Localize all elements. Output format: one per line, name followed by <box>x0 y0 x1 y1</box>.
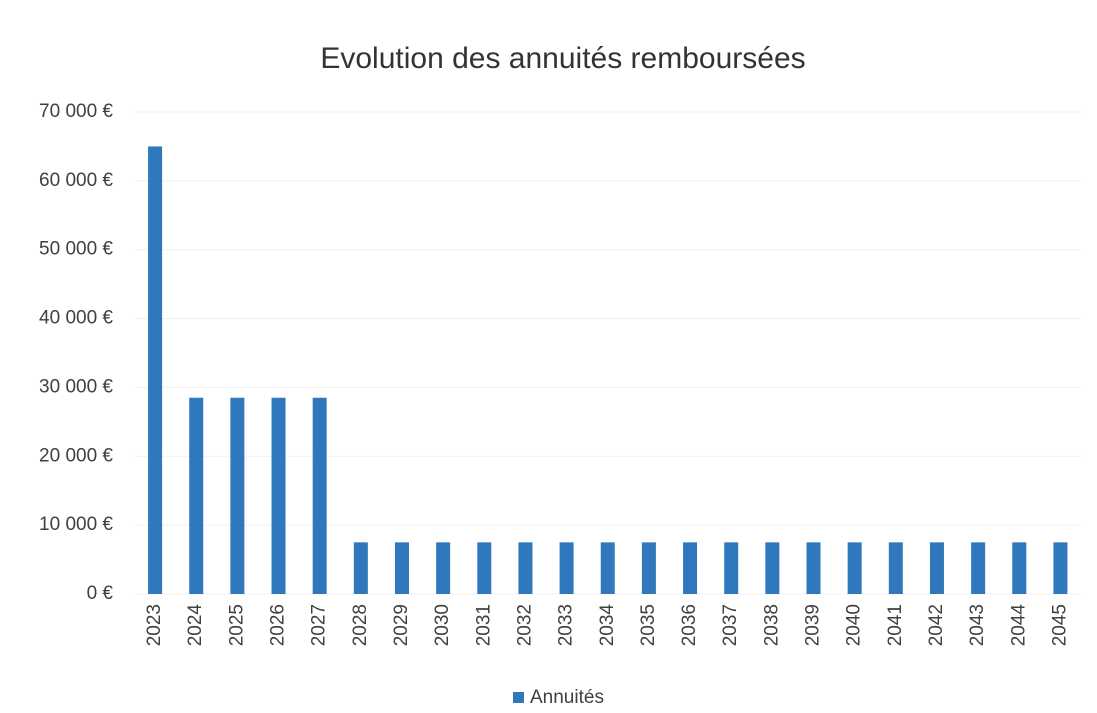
bar <box>230 397 245 594</box>
bar <box>929 542 944 594</box>
bar <box>888 542 903 594</box>
bar <box>394 542 409 594</box>
x-tick-label: 2044 <box>1008 604 1029 647</box>
legend-swatch <box>513 692 524 703</box>
bar <box>353 542 368 594</box>
x-tick-label: 2034 <box>597 604 618 647</box>
bar <box>312 397 327 594</box>
x-tick-label: 2039 <box>803 604 824 646</box>
bar <box>683 542 698 594</box>
x-tick-label: 2027 <box>309 604 330 646</box>
bar <box>641 542 656 594</box>
x-tick-label: 2024 <box>185 604 206 647</box>
bar <box>724 542 739 594</box>
bar <box>518 542 533 594</box>
bar <box>847 542 862 594</box>
x-tick-label: 2026 <box>268 604 289 646</box>
chart-title: Evolution des annuités remboursées <box>320 42 805 75</box>
bar <box>971 542 986 594</box>
x-tick-label: 2041 <box>885 604 906 646</box>
x-tick-label: 2043 <box>967 604 988 646</box>
bar <box>148 146 163 594</box>
x-tick-label: 2028 <box>350 604 371 646</box>
x-tick-label: 2031 <box>473 604 494 646</box>
x-tick-label: 2045 <box>1049 604 1070 646</box>
x-tick-label: 2042 <box>926 604 947 646</box>
x-tick-label: 2032 <box>514 604 535 646</box>
bar <box>1012 542 1027 594</box>
bar <box>189 397 204 594</box>
y-tick-label: 60 000 € <box>39 170 113 191</box>
bar <box>559 542 574 594</box>
x-tick-label: 2038 <box>761 604 782 646</box>
x-tick-label: 2035 <box>638 604 659 646</box>
y-tick-label: 40 000 € <box>39 308 113 329</box>
bar <box>271 397 286 594</box>
bar <box>600 542 615 594</box>
y-tick-label: 0 € <box>87 583 114 604</box>
bar <box>477 542 492 594</box>
y-tick-label: 20 000 € <box>39 445 113 466</box>
x-tick-label: 2029 <box>391 604 412 646</box>
x-tick-label: 2023 <box>144 604 165 646</box>
x-tick-label: 2033 <box>556 604 577 646</box>
y-tick-label: 70 000 € <box>39 101 113 122</box>
bar <box>765 542 780 594</box>
legend-label: Annuités <box>530 687 604 708</box>
x-tick-label: 2025 <box>226 604 247 646</box>
x-tick-label: 2030 <box>432 604 453 646</box>
bar <box>436 542 451 594</box>
x-tick-label: 2037 <box>720 604 741 646</box>
bar <box>1053 542 1068 594</box>
y-tick-label: 10 000 € <box>39 514 113 535</box>
y-tick-label: 30 000 € <box>39 376 113 397</box>
x-tick-label: 2036 <box>679 604 700 646</box>
x-tick-label: 2040 <box>844 604 865 646</box>
y-tick-label: 50 000 € <box>39 239 113 260</box>
bar <box>806 542 821 594</box>
